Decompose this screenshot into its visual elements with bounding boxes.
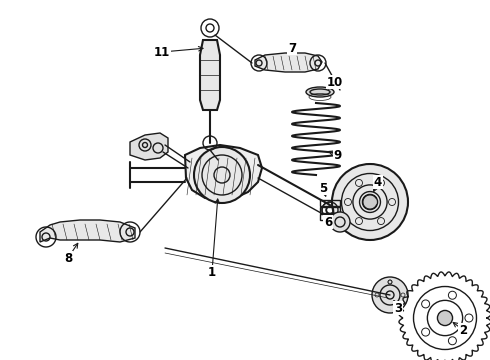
Polygon shape — [200, 40, 220, 110]
Text: 5: 5 — [319, 181, 327, 194]
Polygon shape — [255, 53, 322, 72]
Text: 2: 2 — [459, 324, 467, 337]
Circle shape — [438, 310, 453, 325]
Text: 8: 8 — [64, 252, 72, 265]
Polygon shape — [130, 133, 168, 160]
Ellipse shape — [306, 87, 334, 97]
Circle shape — [372, 277, 408, 313]
Text: 11: 11 — [154, 45, 170, 59]
Polygon shape — [40, 220, 135, 242]
Polygon shape — [185, 145, 262, 200]
Text: 6: 6 — [324, 216, 332, 229]
Circle shape — [330, 212, 350, 232]
Circle shape — [194, 147, 250, 203]
Text: 1: 1 — [208, 266, 216, 279]
Circle shape — [332, 164, 408, 240]
Text: 3: 3 — [394, 302, 402, 315]
Circle shape — [363, 194, 378, 210]
Text: 10: 10 — [327, 76, 343, 89]
Text: 4: 4 — [374, 176, 382, 189]
Text: 9: 9 — [334, 149, 342, 162]
Text: 7: 7 — [288, 41, 296, 54]
